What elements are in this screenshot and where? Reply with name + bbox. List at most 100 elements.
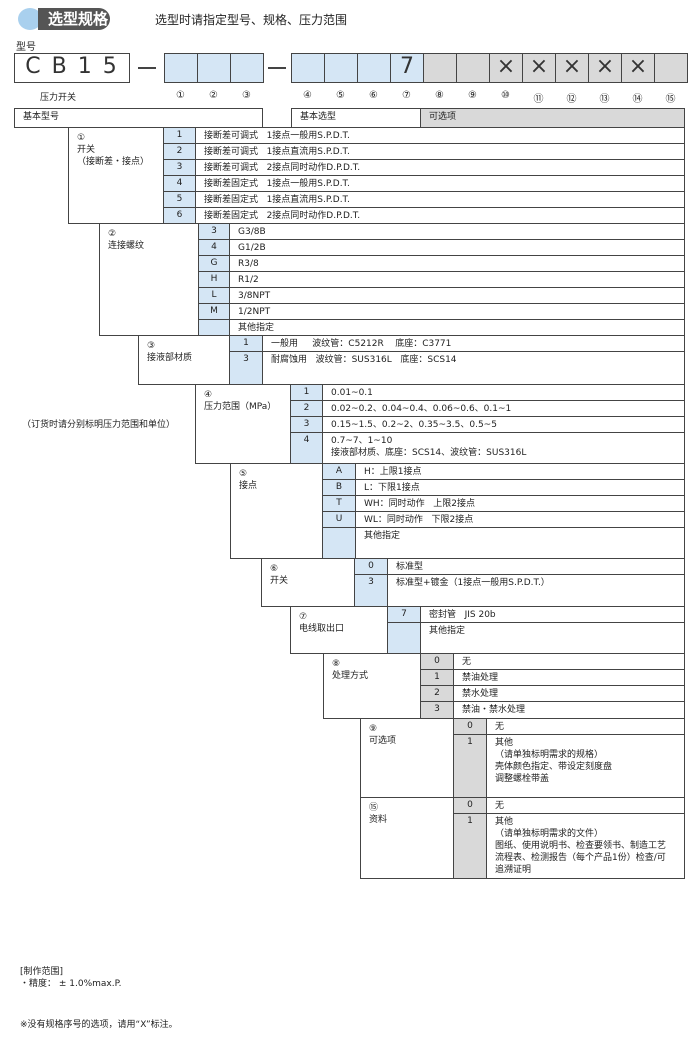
description-line: 接断差可调式 2接点同时动作D.P.D.T. — [204, 163, 361, 173]
section-number: ⑥ — [270, 564, 279, 574]
model-slot: 7 — [390, 53, 424, 83]
description-line: 禁油处理 — [462, 673, 499, 683]
description-line: 壳体颜色指定、带设定刻度盘 — [495, 762, 613, 772]
slot-number: ⑫ — [566, 94, 577, 105]
option-code: 0 — [420, 653, 454, 670]
description-line: 接断差可调式 1接点一般用S.P.D.T. — [204, 131, 350, 141]
slot-number: ⑥ — [369, 90, 378, 101]
option-code: 3 — [229, 351, 263, 385]
section-label-box: ⑥ 开关 — [261, 558, 355, 607]
option-code: 0 — [453, 797, 487, 814]
description-line: L：下限1接点 — [364, 483, 420, 493]
option-code: 0 — [453, 718, 487, 735]
description-line: WH：同时动作 上限2接点 — [364, 499, 475, 509]
section-number: ⑤ — [239, 469, 248, 479]
option-description: 0.15~1.5、0.2~2、0.35~3.5、0.5~5 — [322, 416, 685, 433]
option-code: T — [322, 495, 356, 512]
option-code — [198, 319, 230, 336]
slot-number: ④ — [303, 90, 312, 101]
option-code: 1 — [290, 384, 323, 401]
section-number: ⑨ — [369, 724, 378, 734]
description-line: WL：同时动作 下限2接点 — [364, 515, 474, 525]
section-label: 开关 — [77, 145, 96, 155]
slot-number: ③ — [242, 90, 251, 101]
dash-separator — [268, 67, 286, 69]
section-number: ② — [108, 229, 117, 239]
option-description: G3/8B — [229, 223, 685, 240]
title-circle-decoration — [18, 8, 42, 30]
option-code: A — [322, 463, 356, 480]
description-line: 标准型+镀金（1接点一般用S.P.D.T.） — [396, 578, 550, 588]
slot-number: ⑭ — [632, 94, 643, 105]
model-slot — [654, 53, 688, 83]
description-line: 流程表、检测报告（每个产品1份）检查/可 — [495, 853, 666, 863]
option-description: 接断差固定式 1接点一般用S.P.D.T. — [195, 175, 685, 192]
slot-number: ⑧ — [435, 90, 444, 101]
description-line: R3/8 — [238, 259, 259, 269]
option-code: 4 — [163, 175, 196, 192]
option-description: 1/2NPT — [229, 303, 685, 320]
model-label: 型号 — [16, 42, 36, 53]
description-line: （请单独标明需求的文件） — [495, 829, 604, 839]
description-line: H：上限1接点 — [364, 467, 422, 477]
model-slot: × — [522, 53, 556, 83]
section-number: ⑮ — [369, 803, 379, 813]
option-code: 4 — [198, 239, 230, 256]
description-line: 接断差固定式 1接点一般用S.P.D.T. — [204, 179, 350, 189]
description-line: 0.15~1.5、0.2~2、0.35~3.5、0.5~5 — [331, 420, 497, 430]
section-label: 资料 — [369, 815, 388, 825]
option-description: 标准型 — [387, 558, 685, 575]
option-code: 3 — [290, 416, 323, 433]
description-line: 禁油・禁水处理 — [462, 705, 526, 715]
option-code: 0 — [354, 558, 388, 575]
option-description: 接断差可调式 1接点直流用S.P.D.T. — [195, 143, 685, 160]
option-description: WH：同时动作 上限2接点 — [355, 495, 685, 512]
option-code — [322, 527, 356, 559]
model-slot — [291, 53, 325, 83]
option-description: 3/8NPT — [229, 287, 685, 304]
option-description: G1/2B — [229, 239, 685, 256]
option-description: 其他 （请单独标明需求的文件） 图纸、使用说明书、检查要领书、制造工艺 流程表、检测报… — [486, 813, 685, 879]
section-label: 电线取出口 — [299, 624, 345, 634]
option-code: 3 — [198, 223, 230, 240]
description-line: 图纸、使用说明书、检查要领书、制造工艺 — [495, 841, 667, 851]
description-line: G3/8B — [238, 227, 266, 237]
section-title: 选型规格 — [38, 8, 110, 30]
description-line: 3/8NPT — [238, 291, 271, 301]
section-number: ④ — [204, 390, 213, 400]
model-slot: × — [621, 53, 655, 83]
model-slot: × — [555, 53, 589, 83]
section-label: 连接螺纹 — [108, 241, 145, 251]
model-slot — [197, 53, 231, 83]
slot-number: ⑮ — [665, 94, 676, 105]
description-line: 密封管 JIS 20b — [429, 610, 496, 620]
section-label-box: ⑤ 接点 — [230, 463, 323, 559]
slot-number: ⑦ — [402, 90, 411, 101]
section-label: 开关 — [270, 576, 289, 586]
option-description: L：下限1接点 — [355, 479, 685, 496]
option-code: 1 — [453, 813, 487, 879]
description-line: 1/2NPT — [238, 307, 271, 317]
section-label-box: ⑮ 资料 — [360, 797, 454, 879]
section-label-box: ⑦ 电线取出口 — [290, 606, 388, 654]
model-slot — [456, 53, 490, 83]
description-line: 0.7~7、1~10 — [331, 436, 393, 446]
description-line: 一般用 波纹管：C5212R 底座：C3771 — [271, 339, 452, 349]
option-description: 禁水处理 — [453, 685, 685, 702]
accuracy-note: ・精度： ± 1.0%max.P. — [20, 979, 122, 989]
option-code: 4 — [290, 432, 323, 464]
option-code: 7 — [387, 606, 421, 623]
description-line: 调整螺栓带盖 — [495, 774, 550, 784]
section-label: 处理方式 — [332, 671, 369, 681]
option-code: 1 — [163, 127, 196, 144]
description-line: 其他指定 — [364, 531, 401, 541]
option-code: M — [198, 303, 230, 320]
option-description: 0.7~7、1~10 接液部材质、底座：SCS14、波纹管：SUS316L — [322, 432, 685, 464]
option-description: 密封管 JIS 20b — [420, 606, 685, 623]
basic-model-bar: 基本型号 — [14, 108, 263, 128]
option-description: 接断差固定式 1接点直流用S.P.D.T. — [195, 191, 685, 208]
model-slot — [357, 53, 391, 83]
description-line: 0.02~0.2、0.04~0.4、0.06~0.6、0.1~1 — [331, 404, 512, 414]
basic-selection-bar: 基本选型 — [291, 108, 421, 128]
option-description: 无 — [453, 653, 685, 670]
